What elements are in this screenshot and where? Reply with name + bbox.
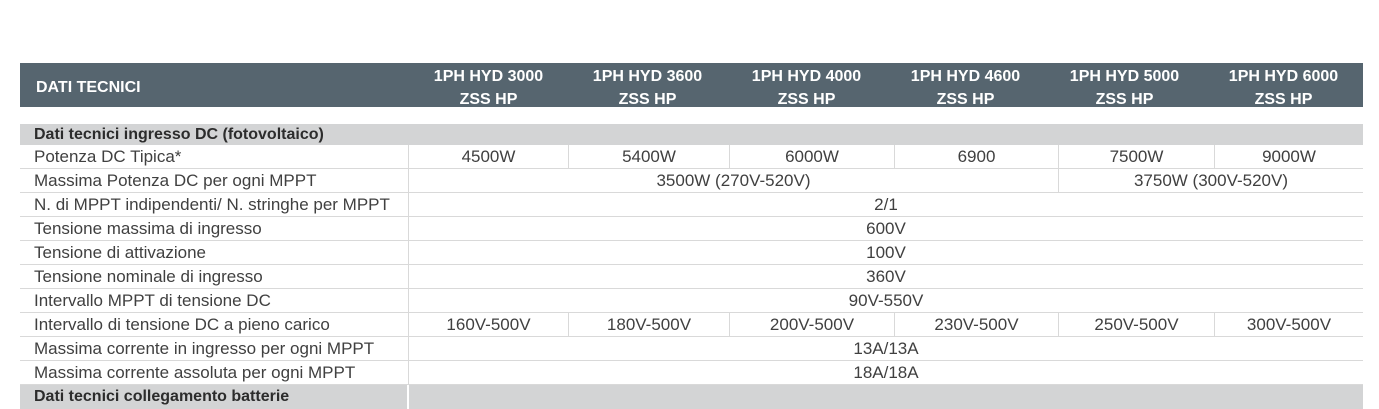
model-suffix: ZSS HP: [936, 91, 995, 108]
table-row: Massima corrente assoluta per ogni MPPT …: [20, 361, 1363, 385]
row-label: Massima corrente in ingresso per ogni MP…: [20, 337, 409, 360]
cell-value: 13A/13A: [853, 339, 919, 358]
cell-value: 2/1: [874, 195, 898, 214]
section-heading-dc-input: Dati tecnici ingresso DC (fotovoltaico): [20, 124, 1363, 145]
model-column-header: 1PH HYD 3000 ZSS HP: [409, 63, 568, 108]
section-title: Dati tecnici collegamento batterie: [20, 385, 409, 409]
row-label: Tensione di attivazione: [20, 241, 409, 264]
row-label: Tensione massima di ingresso: [20, 217, 409, 240]
model-column-header: 1PH HYD 6000 ZSS HP: [1204, 63, 1363, 108]
model-suffix: ZSS HP: [459, 91, 518, 108]
model-suffix: ZSS HP: [777, 91, 836, 108]
model-suffix: ZSS HP: [1254, 91, 1313, 108]
cell-value: 5400W: [568, 145, 729, 168]
cell-value: 180V-500V: [568, 313, 729, 336]
model-suffix: ZSS HP: [618, 91, 677, 108]
cell-value: 160V-500V: [446, 315, 531, 334]
cell-value: 300V-500V: [1214, 313, 1363, 336]
cell-value: 90V-550V: [848, 291, 924, 310]
model-suffix: ZSS HP: [1095, 91, 1154, 108]
row-label: Tensione nominale di ingresso: [20, 265, 409, 288]
cell-value: 7500W: [1058, 145, 1214, 168]
table-row: Tensione massima di ingresso 600V: [20, 217, 1363, 241]
cell-value: 6900: [894, 145, 1058, 168]
table-row: N. di MPPT indipendenti/ N. stringhe per…: [20, 193, 1363, 217]
row-label: Intervallo di tensione DC a pieno carico: [20, 313, 409, 336]
model-name: 1PH HYD 4600: [910, 68, 1021, 85]
table-header: DATI TECNICI 1PH HYD 3000 ZSS HP 1PH HYD …: [20, 63, 1363, 108]
table-row: Intervallo di tensione DC a pieno carico…: [20, 313, 1363, 337]
model-column-header: 1PH HYD 4000 ZSS HP: [727, 63, 886, 108]
model-name: 1PH HYD 3600: [592, 68, 703, 85]
header-title: DATI TECNICI: [36, 79, 141, 96]
cell-value: 3500W (270V-520V): [656, 171, 811, 190]
row-label: N. di MPPT indipendenti/ N. stringhe per…: [20, 193, 409, 216]
table-row: Massima corrente in ingresso per ogni MP…: [20, 337, 1363, 361]
cell-value: 6000W: [729, 145, 894, 168]
model-column-header: 1PH HYD 3600 ZSS HP: [568, 63, 727, 108]
model-column-header: 1PH HYD 4600 ZSS HP: [886, 63, 1045, 108]
table-row: Potenza DC Tipica* 4500W 5400W 6000W 690…: [20, 145, 1363, 169]
table-row: Intervallo MPPT di tensione DC 90V-550V: [20, 289, 1363, 313]
cell-value: 100V: [866, 243, 906, 262]
cell-value: 18A/18A: [853, 363, 919, 382]
model-name: 1PH HYD 4000: [751, 68, 862, 85]
cell-value: 200V-500V: [729, 313, 894, 336]
cell-value: 230V-500V: [894, 313, 1058, 336]
model-column-header: 1PH HYD 5000 ZSS HP: [1045, 63, 1204, 108]
table-row: Massima Potenza DC per ogni MPPT 3500W (…: [20, 169, 1363, 193]
cell-value: 4500W: [461, 147, 516, 166]
row-label: Massima Potenza DC per ogni MPPT: [20, 169, 409, 192]
model-name: 1PH HYD 5000: [1069, 68, 1180, 85]
row-label: Massima corrente assoluta per ogni MPPT: [20, 361, 409, 384]
cell-value: 9000W: [1214, 145, 1363, 168]
cell-value: 250V-500V: [1058, 313, 1214, 336]
table-row: Tensione di attivazione 100V: [20, 241, 1363, 265]
row-label: Intervallo MPPT di tensione DC: [20, 289, 409, 312]
table-row: Tensione nominale di ingresso 360V: [20, 265, 1363, 289]
model-name: 1PH HYD 3000: [433, 68, 544, 85]
model-name: 1PH HYD 6000: [1228, 68, 1339, 85]
spacer: [20, 107, 1363, 124]
technical-data-table: DATI TECNICI 1PH HYD 3000 ZSS HP 1PH HYD …: [20, 63, 1363, 409]
row-label: Potenza DC Tipica*: [20, 145, 409, 168]
section-heading-battery: Dati tecnici collegamento batterie: [20, 385, 1363, 409]
cell-value: 360V: [866, 267, 906, 286]
cell-value: 600V: [866, 219, 906, 238]
cell-value: 3750W (300V-520V): [1058, 169, 1363, 192]
